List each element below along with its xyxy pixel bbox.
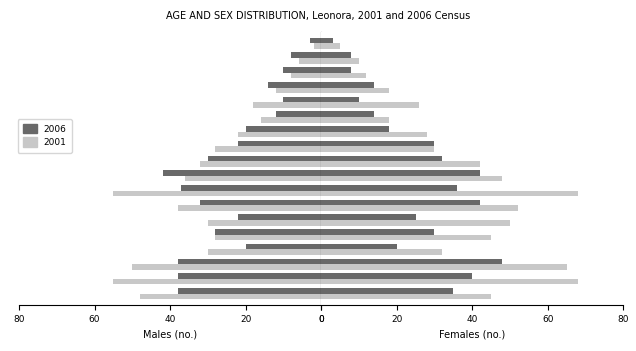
- Bar: [238, 132, 321, 137]
- Bar: [163, 170, 321, 176]
- Bar: [177, 288, 321, 293]
- Bar: [113, 191, 321, 196]
- X-axis label: Females (no.): Females (no.): [439, 330, 506, 340]
- Bar: [298, 58, 321, 64]
- Bar: [245, 244, 321, 250]
- Text: AGE AND SEX DISTRIBUTION, Leonora, 2001 and 2006 Census: AGE AND SEX DISTRIBUTION, Leonora, 2001 …: [166, 11, 470, 20]
- Bar: [321, 229, 434, 235]
- Text: 20-24: 20-24: [326, 230, 350, 239]
- Bar: [310, 38, 321, 44]
- Bar: [321, 185, 457, 191]
- Bar: [208, 220, 321, 226]
- Bar: [321, 97, 359, 102]
- Bar: [276, 87, 321, 93]
- Bar: [185, 176, 321, 181]
- Bar: [314, 44, 321, 49]
- Bar: [321, 102, 419, 108]
- Bar: [208, 250, 321, 255]
- Bar: [216, 235, 321, 240]
- Bar: [321, 38, 333, 44]
- Bar: [321, 250, 442, 255]
- Bar: [321, 244, 397, 250]
- Bar: [321, 214, 415, 220]
- Text: 25-29: 25-29: [326, 216, 350, 225]
- Bar: [238, 214, 321, 220]
- Bar: [321, 73, 366, 78]
- Bar: [321, 161, 480, 167]
- Text: 65-69: 65-69: [326, 98, 350, 107]
- Bar: [238, 141, 321, 146]
- Bar: [321, 67, 351, 73]
- Bar: [321, 288, 453, 293]
- Text: 10-14: 10-14: [326, 260, 350, 269]
- Bar: [284, 97, 321, 102]
- Bar: [321, 111, 374, 117]
- Bar: [321, 132, 427, 137]
- Text: 40-44: 40-44: [326, 171, 350, 180]
- Bar: [321, 235, 491, 240]
- Bar: [208, 155, 321, 161]
- Bar: [321, 170, 480, 176]
- Text: 80-84: 80-84: [326, 54, 350, 62]
- Bar: [321, 191, 578, 196]
- Text: 0-4: 0-4: [326, 289, 340, 298]
- Bar: [321, 205, 518, 211]
- Bar: [321, 146, 434, 152]
- Bar: [181, 185, 321, 191]
- Bar: [321, 259, 502, 264]
- Bar: [321, 273, 472, 279]
- Text: 60-64: 60-64: [326, 112, 350, 121]
- Bar: [321, 176, 502, 181]
- Bar: [321, 82, 374, 87]
- Bar: [140, 293, 321, 299]
- Text: 45-49: 45-49: [326, 157, 350, 166]
- Bar: [321, 200, 480, 205]
- Bar: [284, 67, 321, 73]
- Bar: [291, 73, 321, 78]
- Text: 5-9: 5-9: [326, 274, 340, 283]
- Bar: [200, 161, 321, 167]
- Bar: [200, 200, 321, 205]
- Bar: [261, 117, 321, 122]
- Bar: [216, 146, 321, 152]
- Bar: [177, 259, 321, 264]
- Text: 50-54: 50-54: [326, 142, 350, 151]
- Bar: [177, 273, 321, 279]
- Bar: [291, 53, 321, 58]
- Text: 55-59: 55-59: [326, 127, 350, 136]
- Bar: [321, 155, 442, 161]
- Bar: [268, 82, 321, 87]
- Bar: [321, 53, 351, 58]
- Bar: [177, 205, 321, 211]
- Bar: [245, 126, 321, 132]
- Bar: [321, 44, 340, 49]
- Legend: 2006, 2001: 2006, 2001: [18, 119, 72, 153]
- Bar: [132, 264, 321, 270]
- Bar: [321, 126, 389, 132]
- Bar: [321, 220, 510, 226]
- Text: 75-79: 75-79: [326, 68, 350, 77]
- Text: 70-74: 70-74: [326, 83, 350, 92]
- Text: 85: 85: [326, 39, 335, 48]
- Bar: [113, 279, 321, 284]
- Bar: [321, 293, 491, 299]
- Bar: [321, 141, 434, 146]
- Bar: [321, 264, 567, 270]
- Text: 35-39: 35-39: [326, 186, 350, 195]
- X-axis label: Males (no.): Males (no.): [143, 330, 197, 340]
- Bar: [321, 58, 359, 64]
- Text: 15-19: 15-19: [326, 245, 350, 254]
- Bar: [321, 279, 578, 284]
- Text: 30-34: 30-34: [326, 201, 350, 210]
- Bar: [216, 229, 321, 235]
- Bar: [321, 87, 389, 93]
- Bar: [253, 102, 321, 108]
- Bar: [321, 117, 389, 122]
- Bar: [276, 111, 321, 117]
